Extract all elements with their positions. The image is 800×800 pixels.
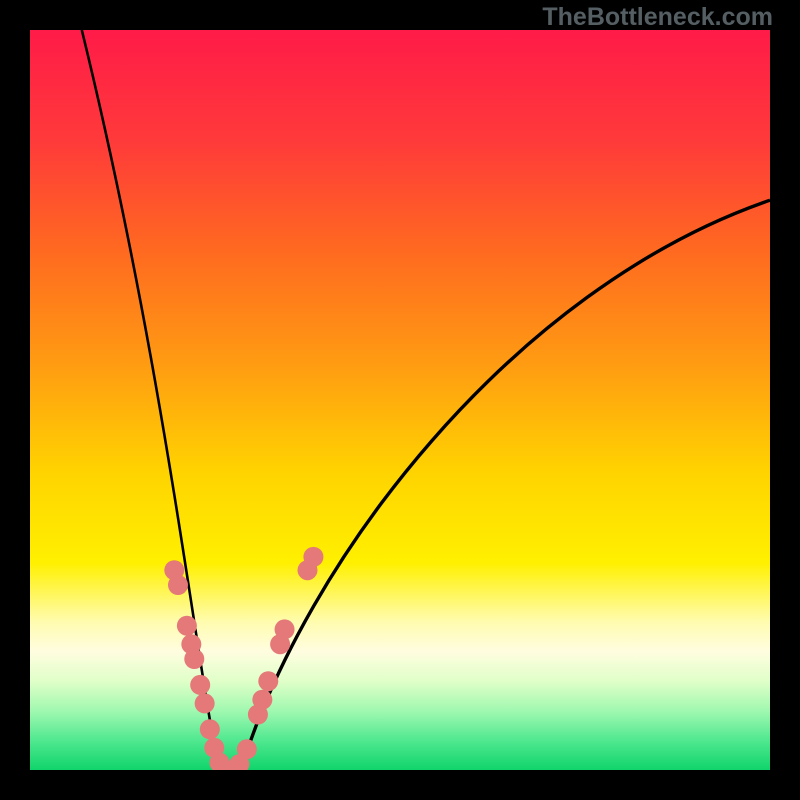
chart-background	[30, 30, 770, 770]
data-marker	[200, 719, 220, 739]
frame-left	[0, 0, 30, 800]
data-marker	[258, 671, 278, 691]
data-marker	[275, 619, 295, 639]
bottleneck-chart	[0, 0, 800, 800]
data-marker	[168, 575, 188, 595]
data-marker	[177, 616, 197, 636]
frame-bottom	[0, 770, 800, 800]
data-marker	[190, 675, 210, 695]
data-marker	[303, 547, 323, 567]
data-marker	[252, 690, 272, 710]
data-marker	[184, 649, 204, 669]
watermark-text: TheBottleneck.com	[542, 3, 773, 32]
data-marker	[237, 739, 257, 759]
data-marker	[195, 693, 215, 713]
frame-right	[770, 0, 800, 800]
